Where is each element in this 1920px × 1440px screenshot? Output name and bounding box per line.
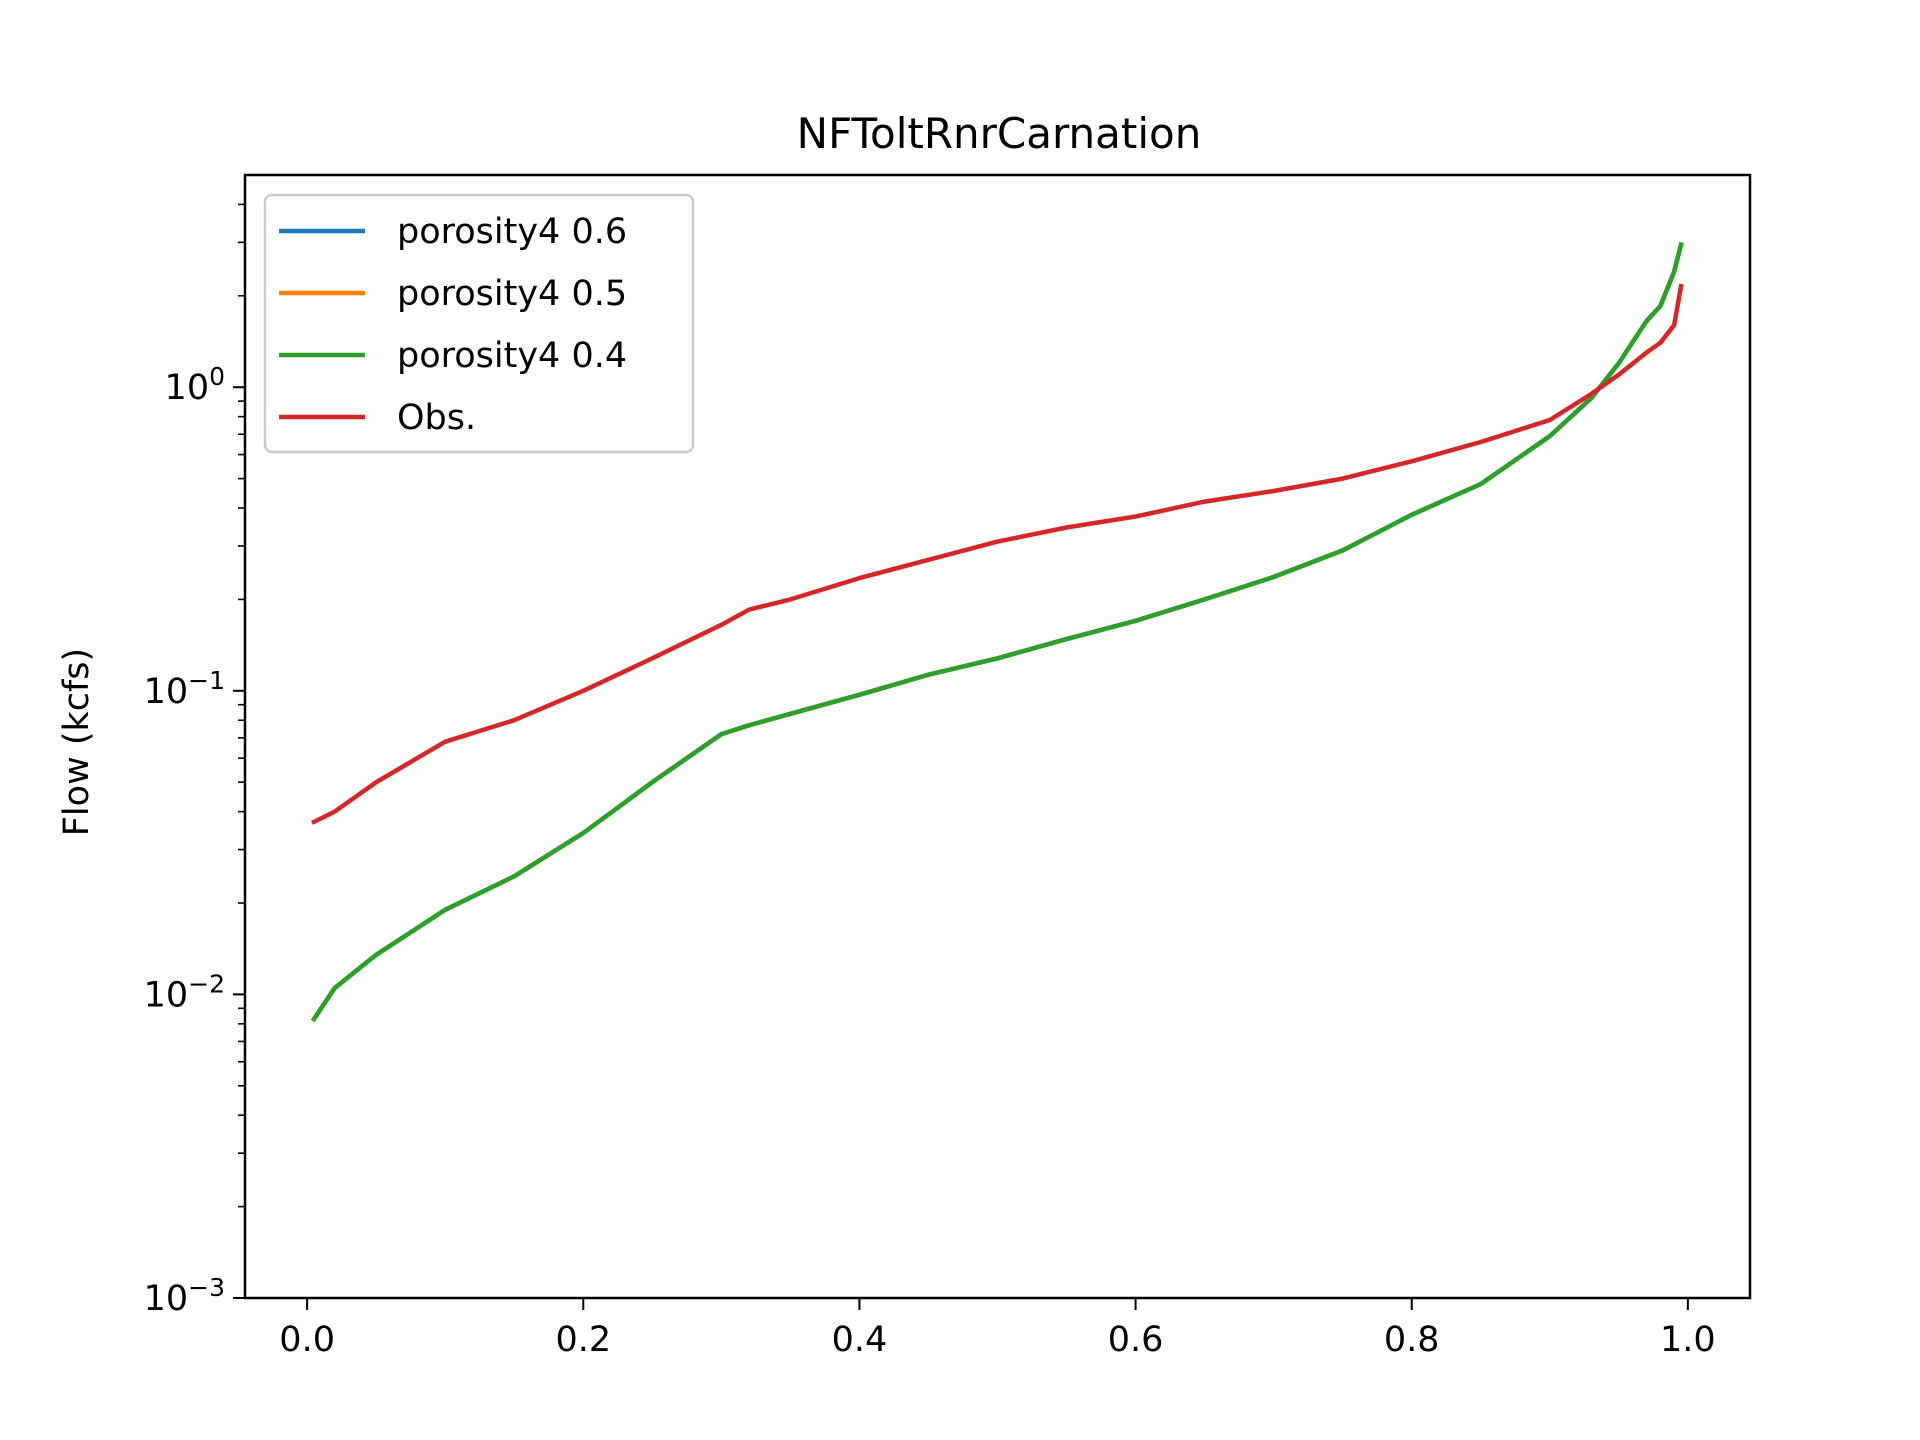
plot-layer bbox=[310, 241, 1684, 1023]
axes-layer: 0.0 0.2 0.4 0.6 0.8 1.0 100 10−1 10−2 10−3 bbox=[144, 173, 1752, 1360]
legend: porosity4 0.6 porosity4 0.5 porosity4 0.4 O… bbox=[263, 193, 695, 454]
series-line-2 bbox=[310, 241, 1684, 1023]
y-tick-label: 10−1 bbox=[144, 666, 225, 712]
x-tick-label: 1.0 bbox=[1660, 1320, 1716, 1360]
chart-title: NFToltRnrCarnation bbox=[797, 109, 1202, 158]
x-tick-label: 0.4 bbox=[832, 1320, 888, 1360]
plot-frame bbox=[243, 173, 1752, 1300]
series-line-3 bbox=[310, 283, 1684, 825]
legend-label: porosity4 0.4 bbox=[397, 336, 627, 376]
x-tick-label: 0.8 bbox=[1384, 1320, 1440, 1360]
x-tick-label: 0.2 bbox=[555, 1320, 611, 1360]
x-tick-label: 0.6 bbox=[1108, 1320, 1164, 1360]
x-tick-label: 0.0 bbox=[279, 1320, 335, 1360]
y-tick-label: 100 bbox=[165, 362, 225, 408]
legend-label: porosity4 0.5 bbox=[397, 274, 627, 314]
y-tick-label: 10−2 bbox=[144, 969, 225, 1015]
legend-label: Obs. bbox=[397, 398, 476, 438]
legend-box bbox=[263, 193, 695, 454]
y-tick-label: 10−3 bbox=[144, 1273, 225, 1319]
y-axis-label: Flow (kcfs) bbox=[57, 648, 97, 836]
legend-label: porosity4 0.6 bbox=[397, 212, 627, 252]
